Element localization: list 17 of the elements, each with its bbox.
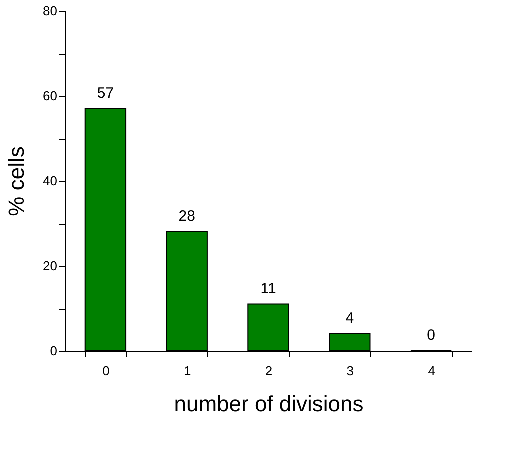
x-tick-label: 1: [184, 364, 192, 378]
data-label: 0: [427, 327, 436, 344]
y-tick-label: 60: [43, 88, 58, 104]
x-axis-title: number of divisions: [174, 392, 364, 416]
data-label: 4: [346, 310, 354, 327]
x-tick-label: 0: [102, 364, 110, 378]
y-tick-label: 40: [43, 174, 58, 188]
data-label: 11: [260, 280, 276, 298]
x-tick-label: 2: [265, 364, 273, 378]
y-tick-label: 0: [50, 344, 58, 358]
data-label: 28: [178, 208, 196, 225]
y-axis-title: % cells: [4, 146, 30, 216]
y-tick-label: 20: [43, 258, 58, 274]
data-label: 57: [97, 84, 114, 102]
x-tick-label: 4: [428, 364, 436, 378]
x-tick-label: 3: [346, 364, 354, 378]
y-tick-label: 80: [43, 4, 58, 18]
